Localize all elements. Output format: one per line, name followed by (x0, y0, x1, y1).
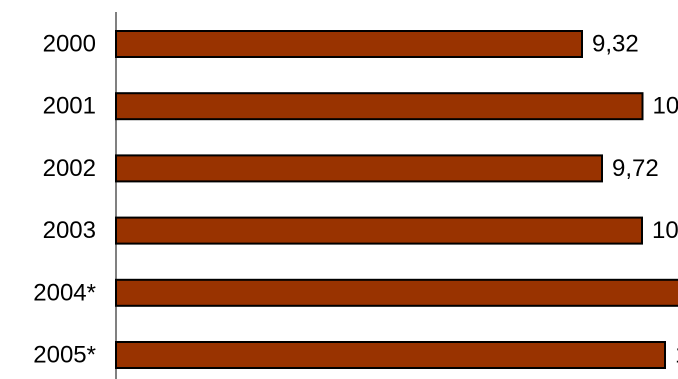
bar-2000 (115, 30, 583, 58)
bar-2005-est (115, 341, 666, 369)
value-label: 10,98 (675, 342, 678, 369)
bars-group (115, 30, 678, 369)
value-label: 9,32 (592, 31, 639, 58)
category-label: 2001 (43, 93, 96, 120)
category-labels-group: 2000 2001 2002 2003 2004* 2005* (33, 31, 96, 369)
value-label: 9,72 (612, 155, 659, 182)
bar-2002 (115, 154, 603, 183)
value-label: 10,53 (653, 93, 678, 120)
bar-2001 (115, 92, 644, 121)
category-label: 2005* (33, 342, 96, 369)
category-label: 2002 (43, 155, 96, 182)
bar-2004-est (115, 278, 678, 307)
value-label: 10,52 (652, 217, 678, 244)
category-label: 2000 (43, 31, 96, 58)
category-label: 2003 (43, 217, 96, 244)
category-label: 2004* (33, 279, 96, 306)
bar-2003 (115, 216, 643, 245)
